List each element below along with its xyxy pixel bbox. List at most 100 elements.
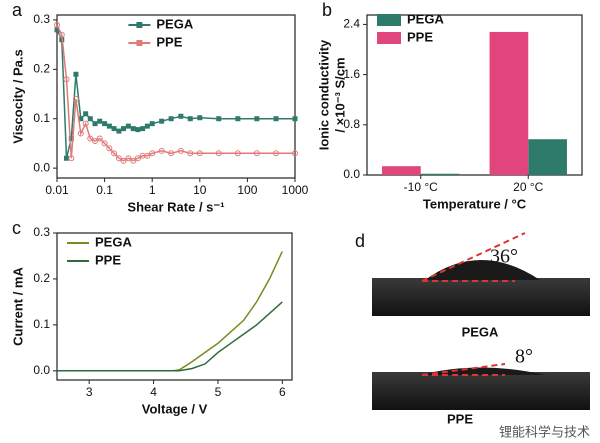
x-tick-label: 20 °C: [513, 180, 543, 194]
angle-label: 8°: [515, 346, 533, 368]
y-axis-label: Ionic conductivity: [316, 39, 331, 150]
marker: [111, 150, 118, 157]
substrate: [372, 278, 590, 316]
marker: [63, 76, 70, 83]
x-tick-label: 0.1: [96, 183, 113, 197]
marker: [135, 127, 141, 133]
watermark: 锂能科学与技术: [499, 424, 590, 439]
y-tick-label: 0.3: [33, 12, 50, 26]
line: [57, 301, 283, 372]
y-tick-label: 0.2: [33, 271, 50, 285]
marker: [159, 118, 165, 124]
marker: [216, 116, 222, 122]
marker: [187, 150, 194, 157]
x-tick-label: 3: [86, 385, 93, 399]
marker: [215, 150, 222, 157]
marker: [54, 21, 60, 28]
marker: [87, 116, 93, 122]
plot-frame: [366, 14, 583, 176]
marker: [234, 150, 241, 157]
marker: [78, 116, 84, 122]
x-tick-label: 0.01: [45, 183, 69, 197]
y-tick-label: 0.1: [33, 111, 50, 125]
marker: [72, 95, 79, 102]
marker: [120, 157, 127, 164]
contact-angle-image: 8° PPE: [372, 346, 590, 426]
marker: [158, 147, 165, 154]
marker: [134, 155, 141, 162]
marker: [87, 135, 94, 142]
marker: [115, 155, 122, 162]
image-label: PPE: [447, 411, 473, 426]
y-tick-label: 0.3: [33, 225, 50, 239]
marker: [130, 126, 136, 132]
legend-label: PPE: [156, 34, 182, 49]
marker: [92, 137, 99, 144]
marker: [292, 116, 298, 122]
y-tick-label: 2.4: [343, 17, 360, 31]
angle-label: 36°: [490, 246, 518, 268]
x-axis-label: Voltage / V: [142, 401, 208, 416]
plot-frame: [56, 232, 293, 381]
legend-label: PPE: [95, 252, 121, 267]
marker: [82, 120, 89, 127]
marker: [101, 140, 108, 147]
marker: [54, 27, 60, 33]
marker: [73, 71, 79, 77]
marker: [168, 150, 175, 157]
marker: [121, 126, 127, 132]
panel-label: b: [322, 0, 332, 20]
bar: [420, 173, 460, 175]
marker: [77, 130, 84, 137]
marker: [292, 150, 298, 157]
marker: [111, 126, 117, 132]
legend-label: PEGA: [407, 11, 444, 26]
panel-label: c: [12, 218, 21, 238]
droplet: [425, 260, 540, 280]
x-tick-label: 5: [215, 385, 222, 399]
legend-marker: [136, 22, 143, 28]
tangent-line: [421, 363, 506, 376]
y-tick-label: 0.0: [343, 167, 360, 181]
image-label: PEGA: [462, 324, 499, 339]
marker: [125, 155, 132, 162]
contact-angle-image: 36° PEGA: [372, 232, 590, 339]
line: [57, 251, 283, 372]
marker: [187, 116, 193, 122]
marker: [125, 123, 131, 129]
marker: [68, 155, 75, 162]
x-axis-label: Shear Rate / s⁻¹: [127, 199, 224, 214]
marker: [144, 152, 151, 159]
legend-swatch: [377, 32, 401, 44]
marker: [68, 135, 74, 141]
y-axis-label: / ×10⁻³ S/cm: [332, 57, 347, 132]
marker: [235, 116, 241, 122]
marker: [178, 113, 184, 119]
bar: [489, 31, 529, 175]
legend-swatch: [377, 14, 401, 26]
x-tick-label: 6: [279, 385, 286, 399]
y-tick-label: 0.0: [33, 363, 50, 377]
y-axis-label: Viscocity / Pa.s: [10, 49, 25, 143]
line: [56, 24, 295, 162]
bar: [382, 166, 421, 175]
legend-label: PPE: [407, 29, 433, 44]
marker: [149, 121, 155, 127]
y-tick-label: 0.2: [33, 62, 50, 76]
marker: [273, 150, 280, 157]
y-axis-label: Current / mA: [10, 267, 25, 346]
marker: [254, 116, 260, 122]
y-tick-label: 0.1: [33, 317, 50, 331]
plot-frame: [56, 14, 296, 179]
marker: [102, 121, 108, 127]
marker: [92, 121, 98, 127]
marker: [106, 123, 112, 129]
y-tick-label: 0.8: [343, 117, 360, 131]
marker: [130, 157, 137, 164]
marker: [177, 147, 184, 154]
panel-label: d: [355, 231, 365, 251]
substrate: [372, 372, 590, 410]
legend-label: PEGA: [95, 234, 132, 249]
marker: [96, 135, 103, 142]
